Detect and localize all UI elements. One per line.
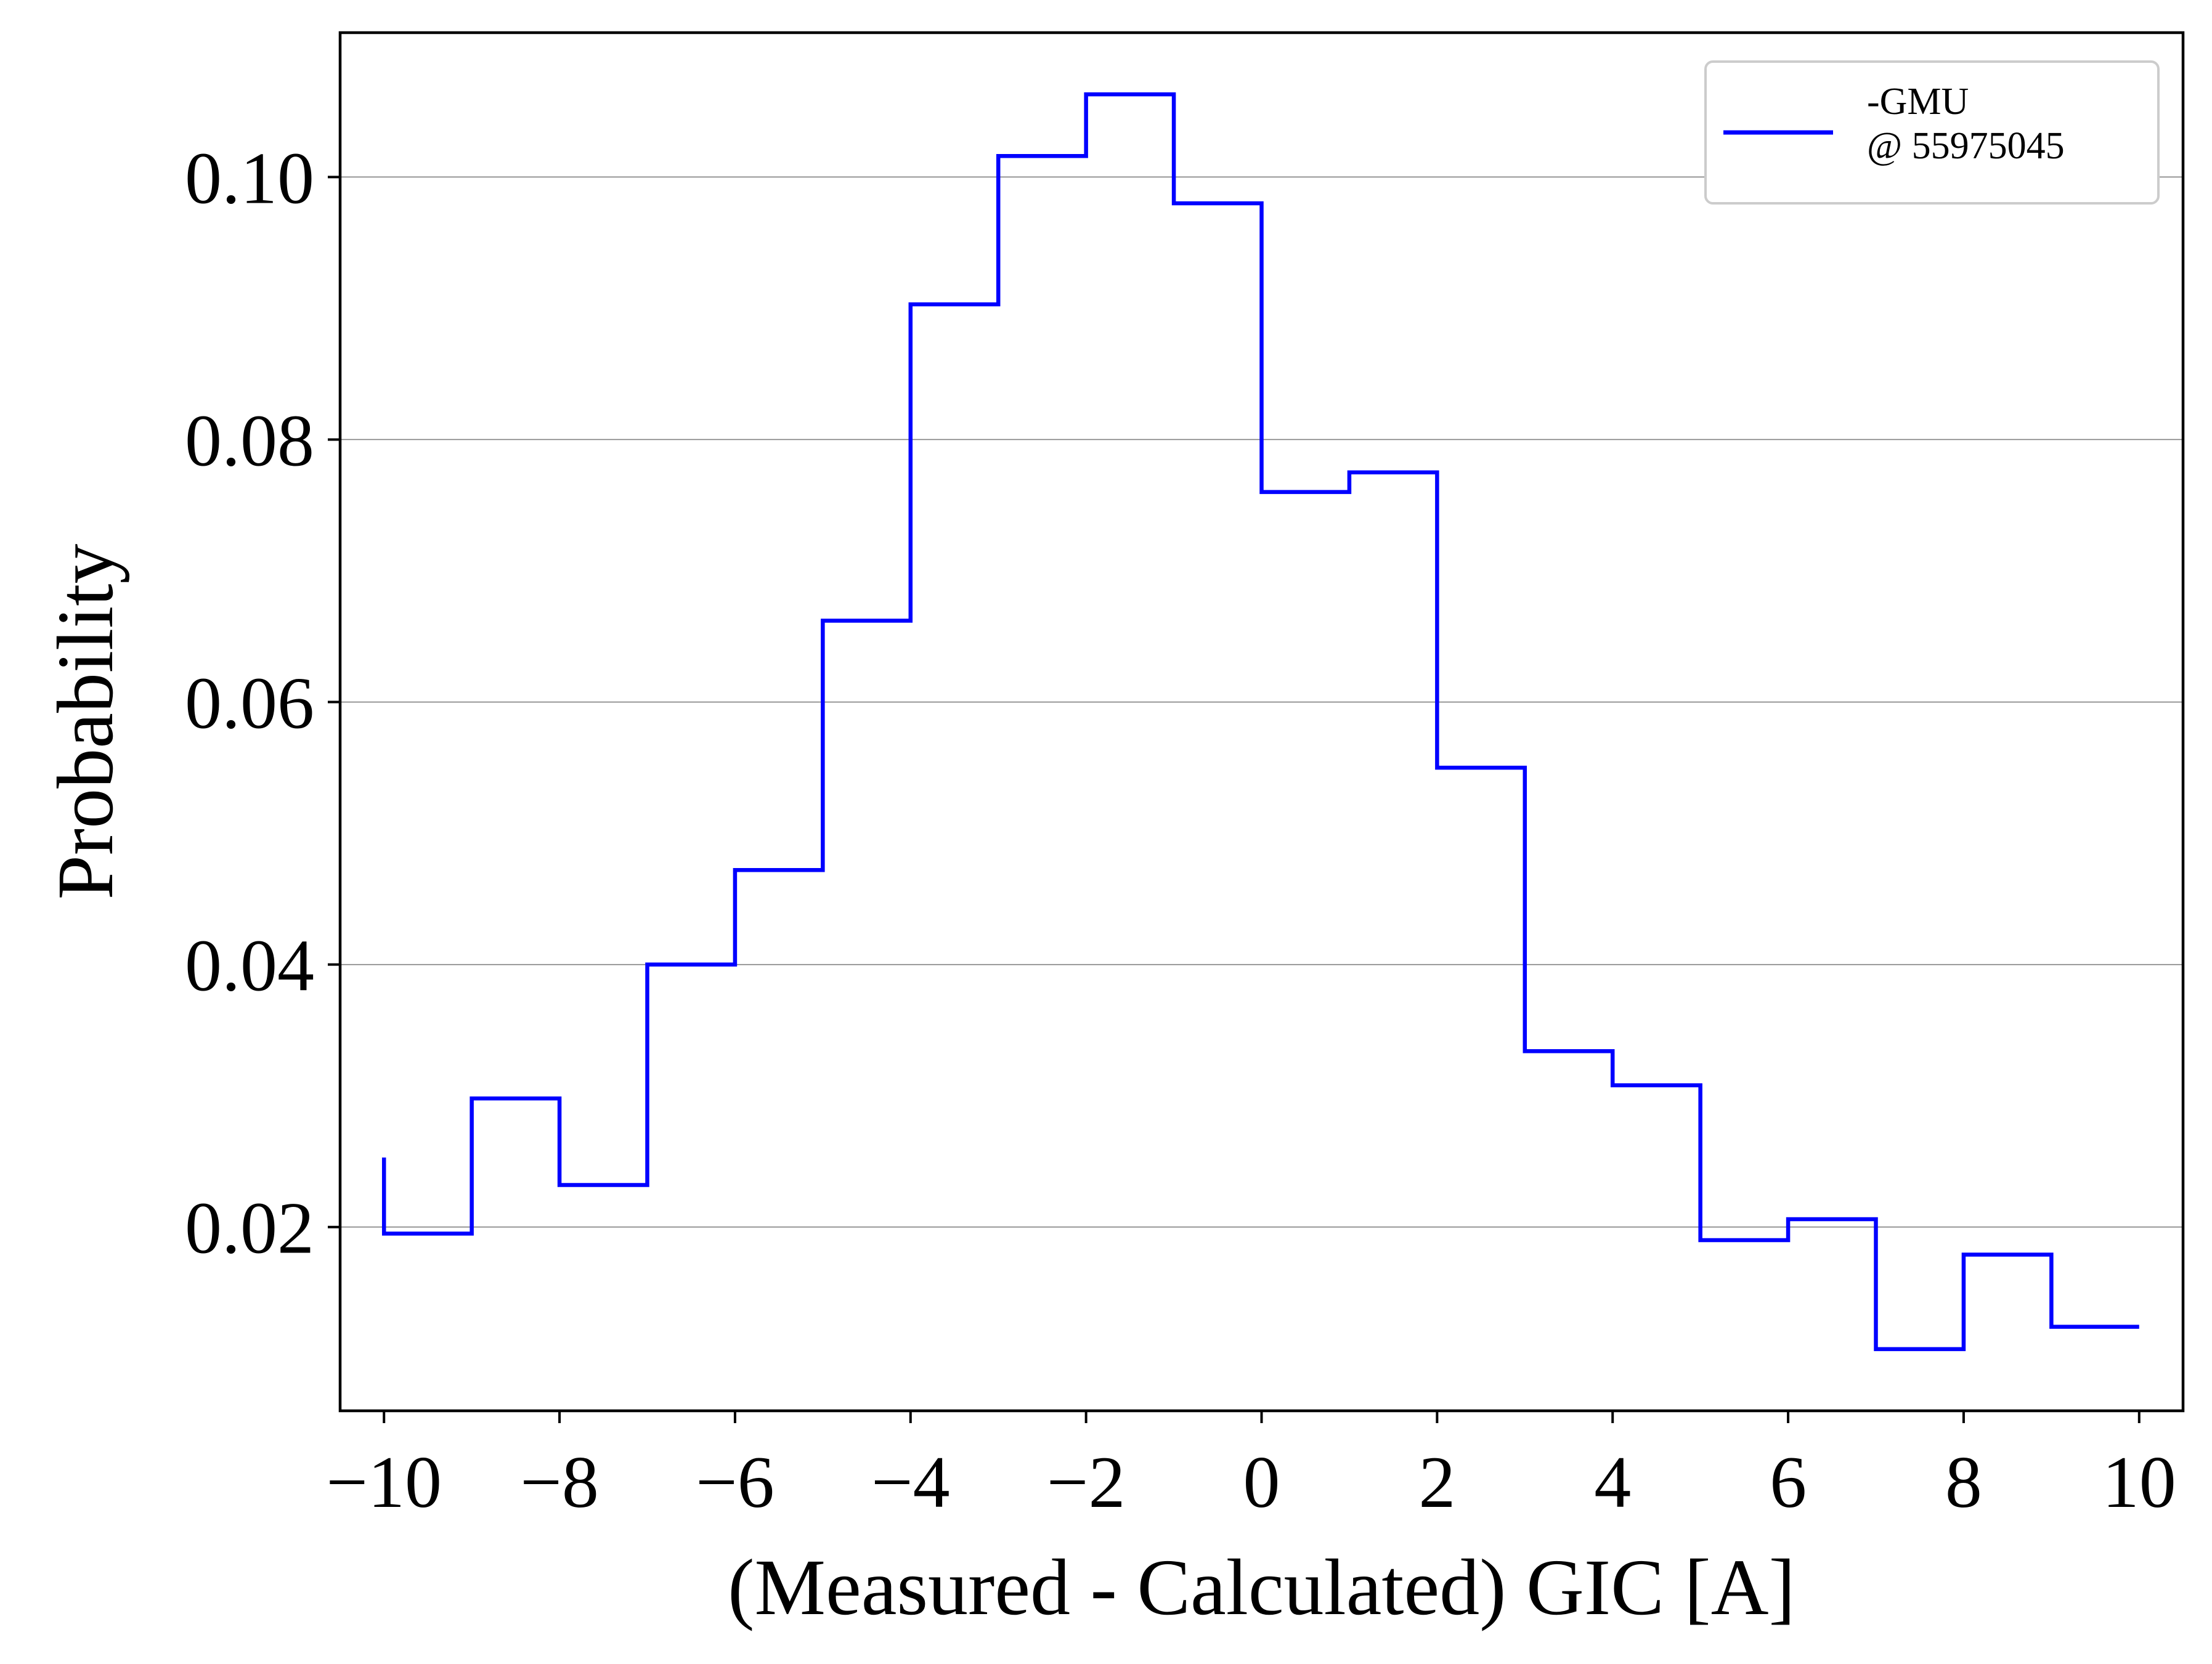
y-axis-ticks: 0.02 0.04 0.06 0.08 0.10 <box>185 137 340 1269</box>
x-axis-label: (Measured - Calculated) GIC [A] <box>728 1543 1795 1632</box>
x-axis-ticks: −10 −8 −6 −4 −2 0 2 4 6 8 10 <box>326 1411 2176 1523</box>
series-layer <box>381 92 2139 1352</box>
x-tick-label: −2 <box>1047 1441 1126 1523</box>
legend-entry-line: @ 55975045 <box>1867 125 2065 167</box>
x-tick-label: 4 <box>1594 1441 1631 1523</box>
legend-entry-line: -GMU <box>1867 81 1969 123</box>
y-tick-label: 0.10 <box>185 137 314 219</box>
legend-box <box>1704 60 2160 205</box>
x-tick-label: −8 <box>520 1441 599 1523</box>
y-axis-label: Probability <box>41 544 130 900</box>
legend: -GMU @ 55975045 <box>1704 60 2160 205</box>
series-step-line <box>381 92 2139 1352</box>
x-tick-label: −10 <box>326 1441 442 1523</box>
x-tick-label: 6 <box>1770 1441 1807 1523</box>
x-tick-label: 8 <box>1945 1441 1982 1523</box>
legend-entry-label: -GMU @ 55975045 <box>1867 81 2065 167</box>
y-tick-label: 0.08 <box>185 399 314 481</box>
x-tick-label: 2 <box>1418 1441 1455 1523</box>
x-tick-label: 0 <box>1243 1441 1280 1523</box>
x-tick-label: −6 <box>696 1441 775 1523</box>
x-tick-label: 10 <box>2102 1441 2176 1523</box>
y-tick-label: 0.04 <box>185 925 314 1007</box>
y-tick-label: 0.02 <box>185 1187 314 1269</box>
x-tick-label: −4 <box>871 1441 950 1523</box>
y-tick-label: 0.06 <box>185 662 314 744</box>
